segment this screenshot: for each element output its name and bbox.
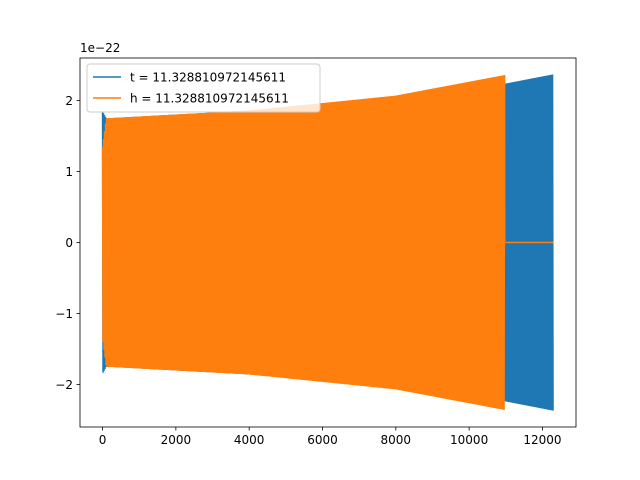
legend: t = 11.328810972145611 h = 11.32881097214… [86, 63, 321, 113]
x-tick-label: 0 [99, 433, 107, 447]
legend-label-2: h = 11.328810972145611 [130, 92, 289, 106]
x-tick-label: 6000 [307, 433, 338, 447]
y-tick-label: −2 [55, 378, 73, 392]
y-axis: −2 −1 0 1 2 [55, 94, 80, 392]
x-tick-label: 4000 [234, 433, 265, 447]
y-offset-label: 1e−22 [80, 41, 120, 55]
x-tick-label: 10000 [450, 433, 488, 447]
x-tick-label: 8000 [381, 433, 412, 447]
plot-area [101, 74, 554, 411]
y-tick-label: 1 [65, 165, 73, 179]
legend-label-1: t = 11.328810972145611 [130, 71, 286, 85]
x-axis: 0 2000 4000 6000 8000 10000 12000 [99, 427, 562, 447]
legend-box [86, 63, 321, 113]
series-line-2 [101, 75, 554, 410]
y-tick-label: 0 [65, 236, 73, 250]
x-tick-label: 2000 [161, 433, 192, 447]
y-tick-label: −1 [55, 307, 73, 321]
x-tick-label: 12000 [523, 433, 561, 447]
y-tick-label: 2 [65, 94, 73, 108]
